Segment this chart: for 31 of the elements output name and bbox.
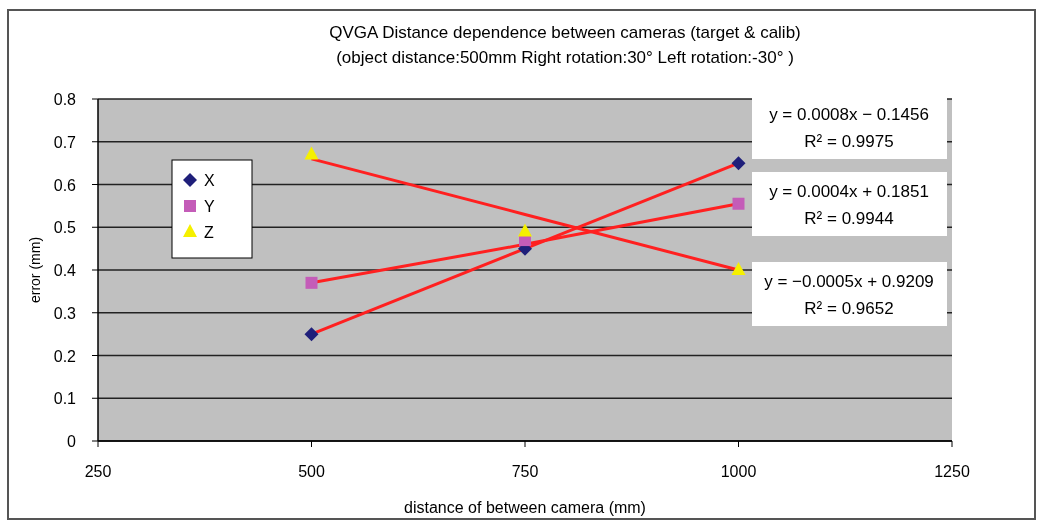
legend-label: Y — [204, 198, 215, 215]
y-tick-label: 0.7 — [53, 133, 77, 151]
x-tick-label: 250 — [84, 463, 112, 480]
y-tick-label: 0.1 — [53, 390, 77, 408]
y-tick-label: 0.3 — [53, 304, 77, 322]
y-tick-label: 0.6 — [53, 176, 77, 194]
chart-title: QVGA Distance dependence between cameras (target & calib) — [329, 23, 801, 42]
point — [518, 223, 532, 237]
point — [305, 276, 318, 289]
x-tick-label: 1000 — [720, 463, 757, 480]
y-tick-label: 0.4 — [53, 262, 77, 279]
annotation: y = −0.0005x + 0.9209 R² = 0.9652 — [764, 272, 934, 318]
chart-subtitle: (object distance:500mm Right rotation:30° Left rotation:-30° ) — [336, 48, 794, 67]
x-axis-title: distance of between camera (mm) — [404, 499, 646, 516]
legend-label: X — [204, 172, 215, 189]
point — [304, 146, 319, 160]
y-tick-label: 0.5 — [53, 219, 77, 237]
x-tick-label: 500 — [298, 463, 325, 480]
y-axis-title: error (mm) — [27, 236, 43, 304]
x-tick-label: 750 — [511, 463, 539, 480]
annotation: y = 0.0004x + 0.1851 R² = 0.9944 — [769, 182, 929, 228]
point — [304, 327, 319, 342]
point — [731, 262, 746, 275]
x-tick-label: 1250 — [934, 463, 970, 480]
y-tick-label: 0.2 — [53, 347, 77, 365]
legend-label: Z — [204, 224, 214, 241]
y-tick-label: 0 — [67, 433, 77, 450]
y-tick-label: 0.8 — [53, 91, 77, 108]
point — [732, 197, 745, 210]
point — [731, 156, 746, 171]
annotation: y = 0.0008x − 0.1456 R² = 0.9975 — [769, 105, 929, 151]
